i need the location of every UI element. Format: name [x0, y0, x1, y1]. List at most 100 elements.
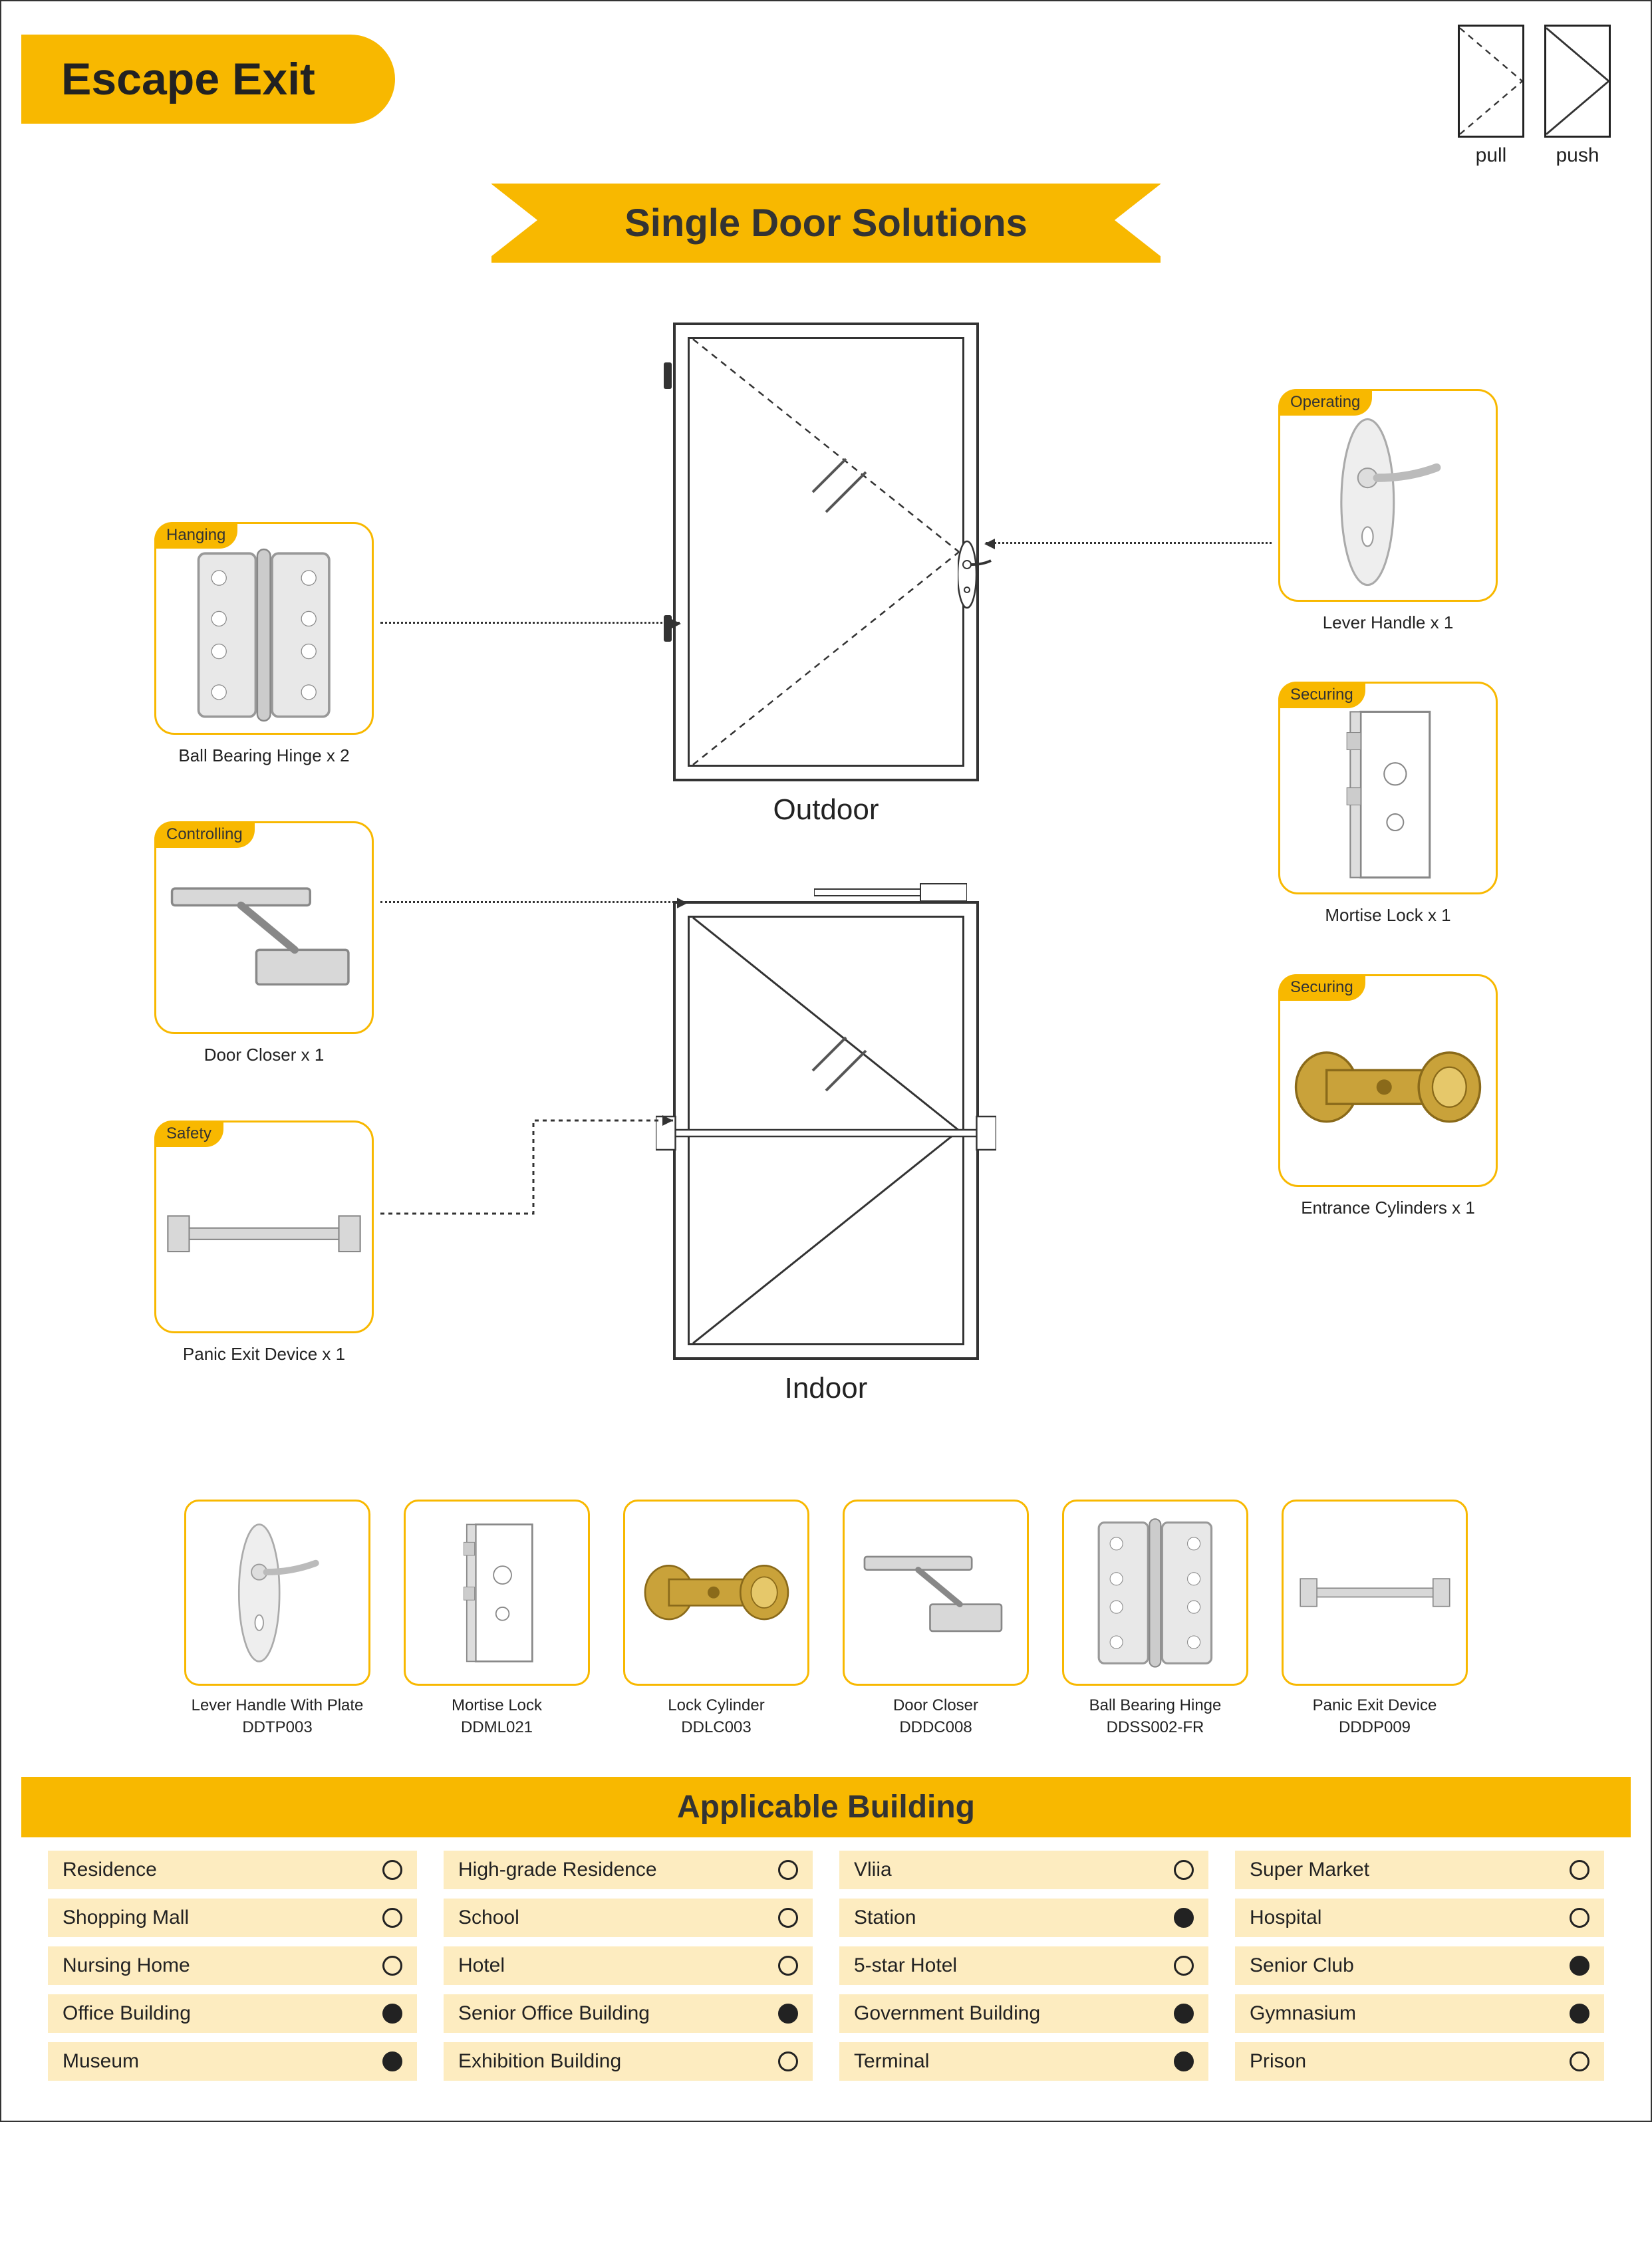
page: pull push Escape Exit Single Door Soluti… [1, 1, 1651, 2121]
applicable-item: Hotel [444, 1946, 813, 1985]
safety-tag: Safety [154, 1120, 223, 1147]
applicable-item: Hospital [1235, 1899, 1604, 1937]
applicable-item: Government Building [839, 1994, 1208, 2033]
pull-door-icon-wrap: pull [1458, 25, 1524, 167]
applicable-item: Shopping Mall [48, 1899, 417, 1937]
applicable-indicator [778, 1956, 798, 1976]
operating-connector [986, 542, 1272, 544]
applicable-item: Senior Office Building [444, 1994, 813, 2033]
outdoor-label: Outdoor [673, 793, 979, 827]
push-door-icon-wrap: push [1544, 25, 1611, 167]
securing2-caption: Entrance Cylinders x 1 [1280, 1198, 1496, 1218]
applicable-indicator [1570, 1860, 1589, 1880]
ribbon-banner: Single Door Solutions [21, 184, 1631, 263]
applicable-indicator [778, 2004, 798, 2024]
applicable-label: Residence [63, 1859, 157, 1881]
product-code: DDML021 [404, 1718, 590, 1737]
applicable-item: Senior Club [1235, 1946, 1604, 1985]
product-image [623, 1500, 809, 1686]
safety-caption: Panic Exit Device x 1 [156, 1344, 372, 1365]
product-name: Ball Bearing Hinge [1062, 1695, 1248, 1716]
applicable-indicator [382, 1860, 402, 1880]
applicable-item: School [444, 1899, 813, 1937]
product-image [1282, 1500, 1468, 1686]
product-code: DDTP003 [184, 1718, 370, 1737]
outdoor-door: Outdoor [673, 323, 979, 827]
product-code: DDDP009 [1282, 1718, 1468, 1737]
hinge-icon [164, 545, 364, 725]
applicable-item: Museum [48, 2042, 417, 2081]
applicable-indicator [1174, 1908, 1194, 1928]
applicable-label: Prison [1250, 2050, 1306, 2073]
applicable-label: Terminal [854, 2050, 929, 2073]
applicable-section: Applicable Building Residence High-grade … [21, 1777, 1631, 2081]
applicable-label: Shopping Mall [63, 1907, 189, 1929]
product-code: DDSS002-FR [1062, 1718, 1248, 1737]
applicable-item: Office Building [48, 1994, 417, 2033]
applicable-item: Terminal [839, 2042, 1208, 2081]
product-image [404, 1500, 590, 1686]
safety-card: Safety Panic Exit Device x 1 [154, 1120, 374, 1333]
cylinder-icon [1288, 997, 1488, 1177]
product-item: Ball Bearing Hinge DDSS002-FR [1062, 1500, 1248, 1737]
applicable-item: Super Market [1235, 1851, 1604, 1889]
applicable-item: Station [839, 1899, 1208, 1937]
applicable-label: School [458, 1907, 519, 1929]
applicable-header: Applicable Building [21, 1777, 1631, 1837]
applicable-indicator [1174, 1860, 1194, 1880]
safety-connector [380, 1081, 686, 1220]
applicable-label: Vliia [854, 1859, 892, 1881]
indoor-label: Indoor [673, 1372, 979, 1405]
applicable-label: High-grade Residence [458, 1859, 657, 1881]
applicable-label: Exhibition Building [458, 2050, 621, 2073]
hanging-card: Hanging Ball Bearing Hinge x 2 [154, 522, 374, 735]
ribbon-text: Single Door Solutions [491, 184, 1161, 263]
securing1-card: Securing Mortise Lock x 1 [1278, 682, 1498, 894]
product-image [1062, 1500, 1248, 1686]
product-row: Lever Handle With Plate DDTP003 Mortise Lo… [21, 1500, 1631, 1737]
hanging-connector [380, 622, 680, 624]
applicable-label: Station [854, 1907, 916, 1929]
product-name: Mortise Lock [404, 1695, 590, 1716]
applicable-item: Nursing Home [48, 1946, 417, 1985]
product-name: Door Closer [843, 1695, 1029, 1716]
applicable-indicator [1570, 1956, 1589, 1976]
door-closer-icon [164, 845, 364, 1024]
product-image [843, 1500, 1029, 1686]
applicable-indicator [1570, 1908, 1589, 1928]
applicable-label: Office Building [63, 2002, 191, 2025]
product-code: DDLC003 [623, 1718, 809, 1737]
product-item: Panic Exit DeviceDDDP009 [1282, 1500, 1468, 1737]
applicable-label: Government Building [854, 2002, 1040, 2025]
lever-plate-icon [1288, 412, 1488, 592]
mortise-lock-icon [1288, 705, 1488, 884]
applicable-indicator [382, 1908, 402, 1928]
product-image [184, 1500, 370, 1686]
panic-bar-icon [656, 1110, 996, 1160]
product-name: Lever Handle With Plate [184, 1695, 370, 1716]
diagram-area: Outdoor [21, 303, 1631, 1473]
applicable-item: Gymnasium [1235, 1994, 1604, 2033]
applicable-indicator [1174, 2004, 1194, 2024]
controlling-card: Controlling Door Closer x 1 [154, 821, 374, 1034]
page-title: Escape Exit [21, 35, 395, 124]
applicable-item: Prison [1235, 2042, 1604, 2081]
applicable-indicator [1570, 2004, 1589, 2024]
panic-exit-icon [164, 1144, 364, 1323]
product-code: DDDC008 [843, 1718, 1029, 1737]
applicable-indicator [1174, 2051, 1194, 2071]
hanging-tag: Hanging [154, 522, 237, 549]
applicable-indicator [778, 1860, 798, 1880]
product-item: Door Closer DDDC008 [843, 1500, 1029, 1737]
securing2-card: Securing Entrance Cylinders x 1 [1278, 974, 1498, 1187]
applicable-label: Hospital [1250, 1907, 1321, 1929]
lever-handle-icon [958, 538, 998, 614]
operating-card: Operating Lever Handle x 1 [1278, 389, 1498, 602]
product-item: Mortise Lock DDML021 [404, 1500, 590, 1737]
applicable-indicator [1570, 2051, 1589, 2071]
applicable-label: Senior Office Building [458, 2002, 650, 2025]
controlling-caption: Door Closer x 1 [156, 1045, 372, 1065]
applicable-indicator [382, 1956, 402, 1976]
operating-caption: Lever Handle x 1 [1280, 612, 1496, 633]
applicable-label: Senior Club [1250, 1954, 1354, 1977]
